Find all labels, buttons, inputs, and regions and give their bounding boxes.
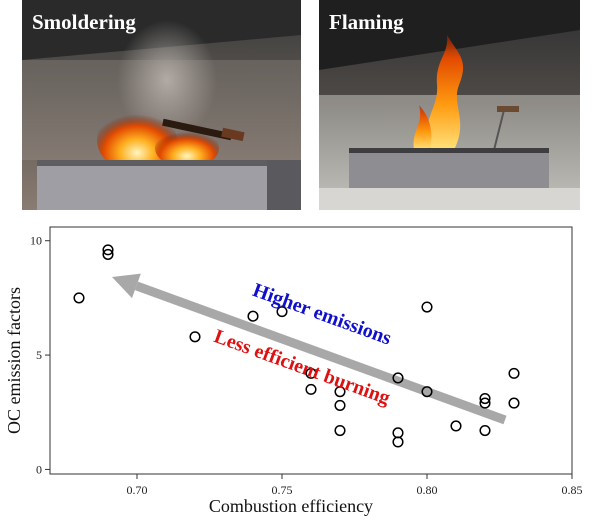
data-point — [334, 424, 346, 437]
y-tick-label: 0 — [36, 462, 42, 476]
flaming-label: Flaming — [329, 10, 404, 34]
flaming-photo: Flaming — [319, 0, 580, 210]
x-tick-label: 0.75 — [272, 483, 293, 497]
data-point — [421, 301, 433, 313]
x-tick-label: 0.80 — [417, 483, 438, 497]
data-point — [392, 372, 404, 384]
smoldering-label: Smoldering — [32, 10, 136, 34]
x-tick-label: 0.85 — [562, 483, 583, 497]
y-tick-label: 5 — [36, 348, 42, 362]
trend-arrow-head — [112, 273, 141, 299]
tick-labels: 0.70 0.75 0.80 0.85 0 5 10 — [30, 234, 583, 497]
flaming-fire-image — [319, 0, 580, 210]
x-tick-label: 0.70 — [127, 483, 148, 497]
data-point — [421, 386, 433, 398]
data-points — [73, 244, 520, 448]
data-point — [479, 392, 491, 405]
data-point — [102, 248, 114, 260]
y-axis-title: OC emission factors — [4, 287, 24, 434]
smoldering-photo: Smoldering — [22, 0, 301, 210]
trend-arrow-shaft — [134, 281, 507, 425]
smoldering-fire-image — [22, 0, 301, 210]
data-point — [508, 397, 520, 409]
y-tick-label: 10 — [30, 234, 42, 248]
data-point — [479, 424, 491, 437]
data-point — [334, 399, 346, 411]
plot-frame — [49, 226, 573, 475]
data-point — [73, 292, 85, 304]
data-point — [247, 310, 259, 322]
data-point — [479, 397, 491, 409]
data-point — [305, 383, 317, 395]
axis-ticks — [45, 240, 573, 479]
x-axis-title: Combustion efficiency — [209, 496, 373, 516]
data-point — [102, 244, 114, 256]
data-point — [392, 427, 404, 439]
data-point — [189, 331, 201, 343]
data-point — [450, 420, 462, 432]
trend-arrow — [112, 273, 507, 425]
data-point — [334, 386, 346, 398]
data-point — [508, 367, 520, 379]
data-point — [276, 306, 288, 318]
data-point — [392, 436, 404, 448]
data-point — [305, 367, 317, 379]
